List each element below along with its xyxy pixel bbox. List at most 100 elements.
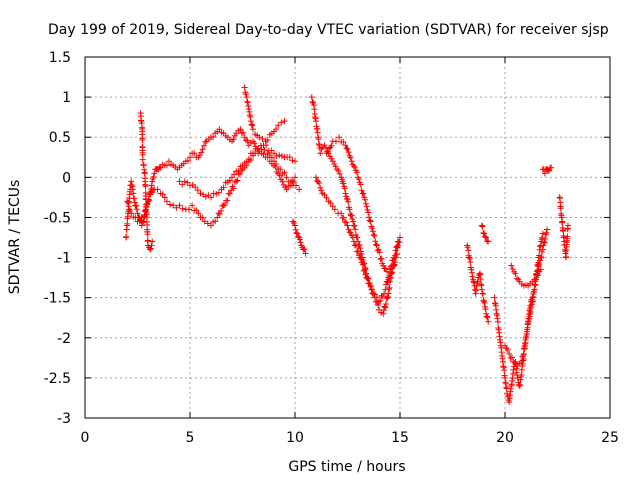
data-point <box>273 153 280 160</box>
data-point <box>249 122 256 129</box>
data-point <box>509 354 515 361</box>
data-point <box>529 297 536 304</box>
data-point <box>332 163 339 170</box>
y-tick-label: -3 <box>57 411 71 427</box>
axis-ticks <box>84 56 611 419</box>
data-point <box>388 270 395 277</box>
data-point <box>201 142 207 149</box>
data-point <box>131 195 138 202</box>
x-tick-label: 25 <box>601 430 619 446</box>
data-point <box>539 230 546 237</box>
data-point <box>340 138 347 145</box>
data-point <box>144 237 151 244</box>
data-point <box>529 298 536 305</box>
data-point <box>292 226 299 233</box>
plot-frame <box>84 56 611 419</box>
data-point <box>245 103 252 110</box>
data-point <box>143 196 150 203</box>
data-point <box>226 177 233 184</box>
data-point <box>341 185 348 192</box>
data-point <box>281 169 288 176</box>
data-point <box>261 146 268 153</box>
data-point <box>184 179 191 186</box>
data-point <box>366 214 373 221</box>
data-point <box>329 203 336 210</box>
data-point <box>521 343 528 350</box>
data-point <box>134 210 141 217</box>
chart-title: Day 199 of 2019, Sidereal Day-to-day VTE… <box>48 22 609 38</box>
data-point <box>351 242 358 249</box>
data-point <box>369 228 376 235</box>
data-point <box>466 255 473 262</box>
data-point <box>537 254 544 261</box>
tick-labels: 0 5 10 15 20 25 -3 -2.5 -2 -1.5 -1 -0.5 0 0.5 1 1.5 <box>44 50 619 446</box>
data-point <box>559 218 566 225</box>
data-point <box>309 98 316 105</box>
data-point <box>355 176 362 183</box>
data-point <box>531 286 538 293</box>
data-point <box>338 210 345 217</box>
data-point <box>297 239 304 246</box>
data-point <box>358 187 365 194</box>
data-point <box>386 284 393 291</box>
data-point <box>241 84 248 91</box>
data-point <box>558 214 565 221</box>
data-point <box>509 266 516 273</box>
data-point <box>565 222 571 229</box>
data-point <box>357 181 364 188</box>
data-point <box>537 266 544 273</box>
data-point <box>318 187 325 194</box>
data-point <box>367 218 374 225</box>
data-point <box>385 286 392 293</box>
data-point <box>302 250 309 257</box>
data-point <box>345 198 352 205</box>
data-point <box>193 207 200 214</box>
data-point <box>343 219 350 226</box>
data-point <box>128 181 135 188</box>
data-point <box>277 166 284 173</box>
data-point <box>245 106 252 113</box>
data-point <box>477 276 484 283</box>
data-point <box>508 262 515 269</box>
data-point <box>247 118 254 125</box>
data-point <box>250 126 256 133</box>
data-point <box>143 204 150 211</box>
data-point <box>189 202 196 209</box>
data-point <box>468 266 475 273</box>
data-point <box>350 163 357 170</box>
data-point <box>501 367 508 374</box>
data-point <box>215 189 222 196</box>
data-point <box>124 220 131 227</box>
data-point <box>276 152 283 159</box>
data-point <box>536 261 543 268</box>
data-point <box>191 150 198 157</box>
data-point <box>233 178 240 185</box>
data-point <box>360 190 367 197</box>
data-point <box>340 214 347 221</box>
data-point <box>154 186 161 193</box>
data-point <box>195 210 202 217</box>
data-point <box>539 246 546 253</box>
data-point <box>219 202 226 209</box>
data-point <box>374 302 381 309</box>
data-point <box>179 181 186 188</box>
data-point <box>293 182 300 189</box>
data-point <box>378 255 385 262</box>
data-point <box>363 274 370 281</box>
data-point <box>518 358 525 365</box>
data-point <box>139 156 146 163</box>
data-point <box>185 206 192 213</box>
data-point <box>366 217 373 224</box>
data-point <box>375 246 382 253</box>
data-point <box>202 193 209 200</box>
data-point <box>363 203 370 210</box>
data-point <box>131 199 138 206</box>
data-point <box>264 136 271 143</box>
data-point <box>469 273 476 280</box>
data-point <box>528 304 535 311</box>
data-point <box>383 300 389 307</box>
data-point <box>383 295 390 302</box>
data-point <box>366 280 373 287</box>
data-point <box>479 223 486 230</box>
data-point <box>376 249 383 256</box>
